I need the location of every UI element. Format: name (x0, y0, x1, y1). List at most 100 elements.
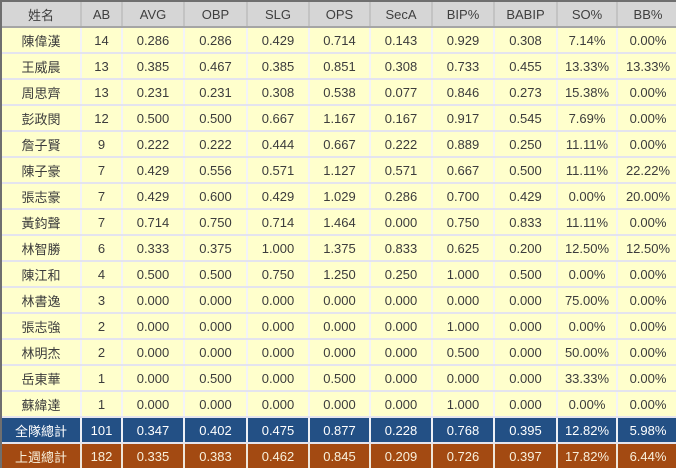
team-total-bb-pct: 5.98% (617, 417, 676, 444)
cell-avg: 0.000 (122, 313, 185, 340)
cell-slg: 0.000 (247, 313, 310, 340)
player-row: 周思齊 13 0.231 0.231 0.308 0.538 0.077 0.846 0.273… (2, 79, 676, 106)
cell-obp: 0.000 (184, 313, 248, 340)
cell-seca: 0.250 (370, 261, 433, 288)
team-total-so-pct: 12.82% (557, 417, 618, 444)
player-row: 岳東華 1 0.000 0.500 0.000 0.500 0.000 0.000 0.000 3… (2, 365, 676, 392)
player-name-cell: 張志豪 (2, 183, 82, 210)
column-header-bip-pct: BIP% (432, 2, 495, 28)
player-name-cell: 蘇緯達 (2, 391, 82, 418)
column-header-obp: OBP (184, 2, 248, 28)
cell-bip-pct: 0.889 (432, 131, 495, 158)
cell-slg: 1.000 (247, 235, 310, 262)
column-header-ops: OPS (309, 2, 371, 28)
last-week-total-label: 上週總計 (2, 443, 82, 468)
cell-bb-pct: 22.22% (617, 157, 676, 184)
player-row: 陳子豪 7 0.429 0.556 0.571 1.127 0.571 0.667 0.500 1… (2, 157, 676, 184)
cell-slg: 0.714 (247, 209, 310, 236)
player-row: 林明杰 2 0.000 0.000 0.000 0.000 0.000 0.500 0.000 5… (2, 339, 676, 366)
cell-obp: 0.750 (184, 209, 248, 236)
cell-ops: 0.500 (309, 365, 371, 392)
player-row: 王威晨 13 0.385 0.467 0.385 0.851 0.308 0.733 0.455… (2, 53, 676, 80)
cell-obp: 0.286 (184, 27, 248, 54)
cell-slg: 0.429 (247, 27, 310, 54)
team-total-babip: 0.395 (494, 417, 558, 444)
cell-seca: 0.077 (370, 79, 433, 106)
cell-avg: 0.500 (122, 105, 185, 132)
last-week-total-row: 上週總計 182 0.335 0.383 0.462 0.845 0.209 0.726 0.3… (2, 443, 676, 468)
cell-bb-pct: 0.00% (617, 287, 676, 314)
cell-ab: 2 (81, 339, 123, 366)
cell-babip: 0.500 (494, 157, 558, 184)
cell-bip-pct: 0.929 (432, 27, 495, 54)
player-name-cell: 陳偉漢 (2, 27, 82, 54)
cell-so-pct: 0.00% (557, 313, 618, 340)
cell-obp: 0.467 (184, 53, 248, 80)
cell-ab: 2 (81, 313, 123, 340)
cell-ab: 7 (81, 209, 123, 236)
cell-slg: 0.750 (247, 261, 310, 288)
cell-seca: 0.000 (370, 209, 433, 236)
last-week-total-bb-pct: 6.44% (617, 443, 676, 468)
cell-babip: 0.200 (494, 235, 558, 262)
cell-avg: 0.286 (122, 27, 185, 54)
cell-so-pct: 11.11% (557, 157, 618, 184)
cell-babip: 0.273 (494, 79, 558, 106)
cell-avg: 0.222 (122, 131, 185, 158)
cell-seca: 0.308 (370, 53, 433, 80)
cell-babip: 0.455 (494, 53, 558, 80)
cell-bip-pct: 1.000 (432, 313, 495, 340)
player-name-cell: 林書逸 (2, 287, 82, 314)
cell-babip: 0.000 (494, 287, 558, 314)
cell-bb-pct: 0.00% (617, 27, 676, 54)
cell-bb-pct: 0.00% (617, 131, 676, 158)
cell-so-pct: 0.00% (557, 261, 618, 288)
column-header-seca: SecA (370, 2, 433, 28)
cell-so-pct: 7.14% (557, 27, 618, 54)
cell-bb-pct: 0.00% (617, 313, 676, 340)
cell-slg: 0.667 (247, 105, 310, 132)
cell-obp: 0.600 (184, 183, 248, 210)
team-total-bip-pct: 0.768 (432, 417, 495, 444)
player-name-cell: 周思齊 (2, 79, 82, 106)
cell-obp: 0.000 (184, 391, 248, 418)
cell-so-pct: 12.50% (557, 235, 618, 262)
cell-bip-pct: 0.846 (432, 79, 495, 106)
cell-seca: 0.222 (370, 131, 433, 158)
table-header: 姓名 AB AVG OBP SLG OPS SecA BIP% BABIP SO% BB% (2, 2, 676, 28)
cell-babip: 0.500 (494, 261, 558, 288)
last-week-total-ops: 0.845 (309, 443, 371, 468)
cell-ops: 1.127 (309, 157, 371, 184)
team-total-row: 全隊總計 101 0.347 0.402 0.475 0.877 0.228 0.768 0.3… (2, 417, 676, 444)
team-total-avg: 0.347 (122, 417, 185, 444)
cell-bip-pct: 1.000 (432, 261, 495, 288)
cell-slg: 0.000 (247, 391, 310, 418)
cell-ab: 6 (81, 235, 123, 262)
player-name-cell: 林明杰 (2, 339, 82, 366)
cell-ab: 3 (81, 287, 123, 314)
player-name-cell: 黃鈞聲 (2, 209, 82, 236)
cell-obp: 0.231 (184, 79, 248, 106)
cell-seca: 0.167 (370, 105, 433, 132)
column-header-avg: AVG (122, 2, 185, 28)
cell-seca: 0.000 (370, 287, 433, 314)
cell-obp: 0.000 (184, 287, 248, 314)
cell-seca: 0.143 (370, 27, 433, 54)
cell-bb-pct: 12.50% (617, 235, 676, 262)
cell-slg: 0.308 (247, 79, 310, 106)
last-week-total-avg: 0.335 (122, 443, 185, 468)
cell-bb-pct: 0.00% (617, 209, 676, 236)
cell-ops: 0.538 (309, 79, 371, 106)
player-row: 張志豪 7 0.429 0.600 0.429 1.029 0.286 0.700 0.429 0… (2, 183, 676, 210)
player-row: 陳江和 4 0.500 0.500 0.750 1.250 0.250 1.000 0.500 0… (2, 261, 676, 288)
cell-ops: 0.000 (309, 313, 371, 340)
cell-avg: 0.500 (122, 261, 185, 288)
cell-so-pct: 11.11% (557, 209, 618, 236)
cell-bip-pct: 0.000 (432, 287, 495, 314)
cell-slg: 0.444 (247, 131, 310, 158)
player-row: 林智勝 6 0.333 0.375 1.000 1.375 0.833 0.625 0.200 1… (2, 235, 676, 262)
cell-babip: 0.000 (494, 339, 558, 366)
player-row: 彭政閔 12 0.500 0.500 0.667 1.167 0.167 0.917 0.545… (2, 105, 676, 132)
cell-bip-pct: 0.000 (432, 365, 495, 392)
